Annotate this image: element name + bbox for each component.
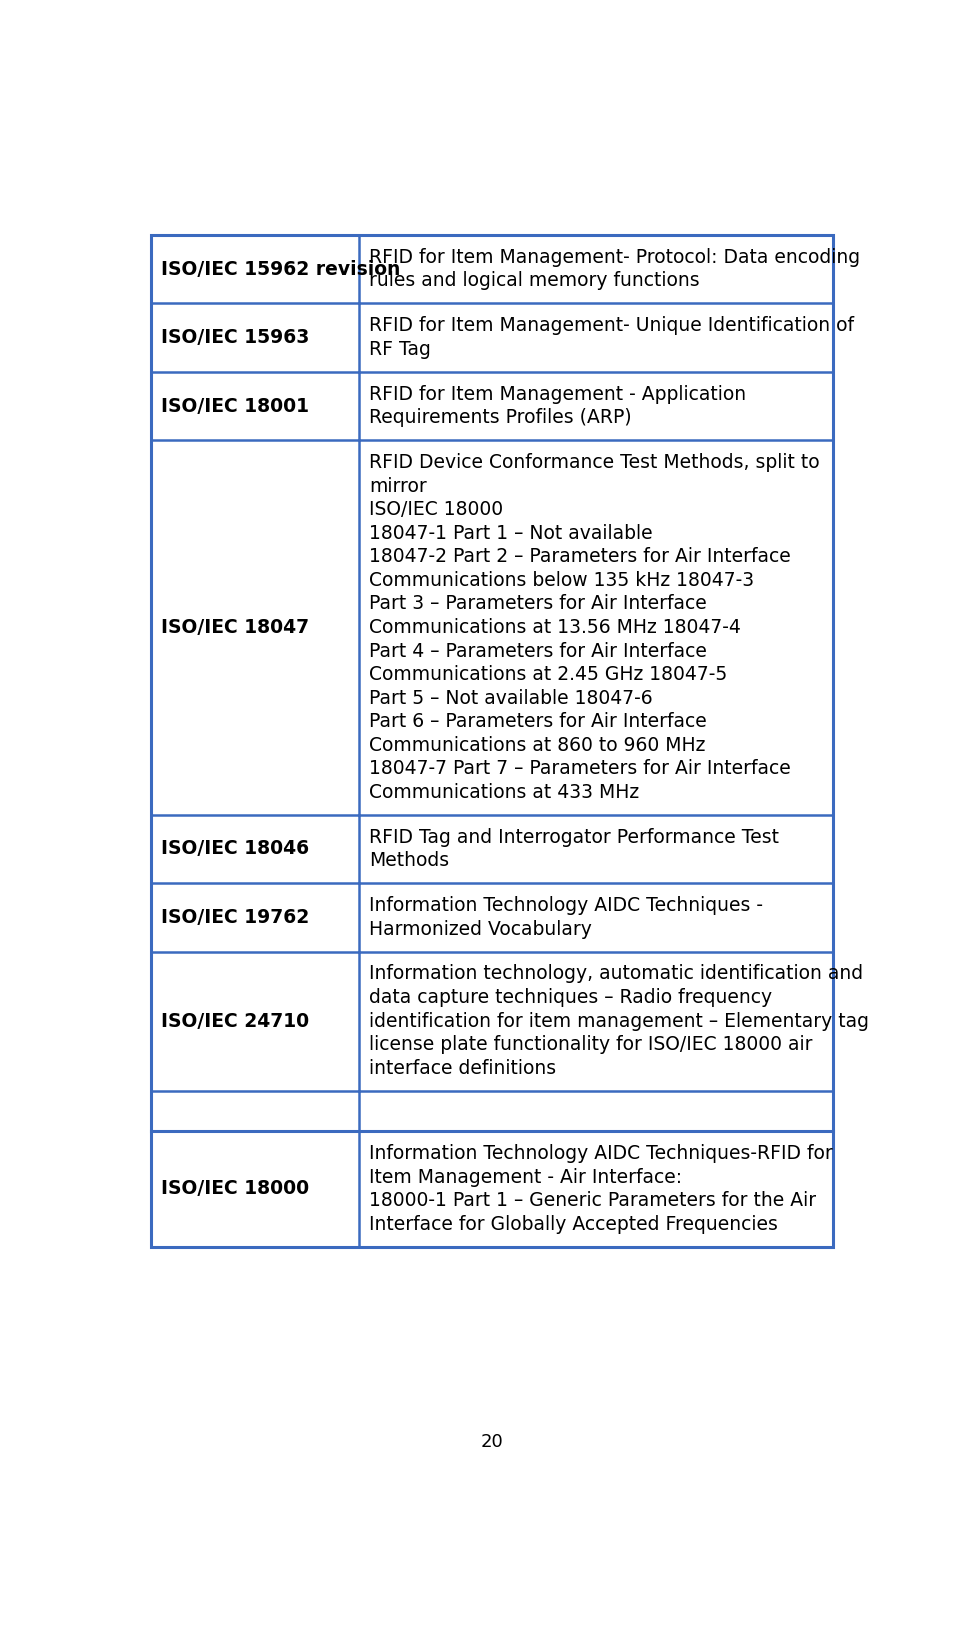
Text: RFID for Item Management- Unique Identification of: RFID for Item Management- Unique Identif… [369, 316, 854, 335]
Text: ISO/IEC 18047: ISO/IEC 18047 [161, 618, 309, 636]
Text: Interface for Globally Accepted Frequencies: Interface for Globally Accepted Frequenc… [369, 1215, 778, 1233]
Text: ISO/IEC 18046: ISO/IEC 18046 [161, 840, 309, 858]
Text: license plate functionality for ISO/IEC 18000 air: license plate functionality for ISO/IEC … [369, 1036, 812, 1054]
Text: ISO/IEC 18000: ISO/IEC 18000 [369, 500, 503, 520]
Text: 18000-1 Part 1 – Generic Parameters for the Air: 18000-1 Part 1 – Generic Parameters for … [369, 1192, 816, 1210]
Text: Communications at 13.56 MHz 18047-4: Communications at 13.56 MHz 18047-4 [369, 618, 741, 636]
Text: Part 6 – Parameters for Air Interface: Part 6 – Parameters for Air Interface [369, 712, 707, 732]
Text: 20: 20 [481, 1432, 503, 1450]
Text: Communications at 2.45 GHz 18047-5: Communications at 2.45 GHz 18047-5 [369, 666, 728, 684]
Text: ISO/IEC 18001: ISO/IEC 18001 [161, 396, 309, 416]
Text: Part 5 – Not available 18047-6: Part 5 – Not available 18047-6 [369, 689, 653, 707]
Text: data capture techniques – Radio frequency: data capture techniques – Radio frequenc… [369, 988, 772, 1008]
Text: 18047-1 Part 1 – Not available: 18047-1 Part 1 – Not available [369, 524, 653, 543]
Text: Harmonized Vocabulary: Harmonized Vocabulary [369, 919, 592, 939]
Bar [151, 235, 833, 1246]
Text: ISO/IEC 15963: ISO/IEC 15963 [161, 329, 309, 347]
Text: Communications at 860 to 960 MHz: Communications at 860 to 960 MHz [369, 735, 706, 755]
Text: ISO/IEC 19762: ISO/IEC 19762 [161, 907, 309, 927]
Text: mirror: mirror [369, 477, 427, 496]
Text: rules and logical memory functions: rules and logical memory functions [369, 271, 700, 291]
Text: Methods: Methods [369, 852, 449, 870]
Text: RF Tag: RF Tag [369, 340, 431, 358]
Text: 18047-7 Part 7 – Parameters for Air Interface: 18047-7 Part 7 – Parameters for Air Inte… [369, 760, 791, 778]
Text: RFID for Item Management- Protocol: Data encoding: RFID for Item Management- Protocol: Data… [369, 248, 860, 266]
Text: ISO/IEC 24710: ISO/IEC 24710 [161, 1011, 309, 1031]
Text: Communications below 135 kHz 18047-3: Communications below 135 kHz 18047-3 [369, 570, 755, 590]
Text: Communications at 433 MHz: Communications at 433 MHz [369, 783, 639, 802]
Text: Part 4 – Parameters for Air Interface: Part 4 – Parameters for Air Interface [369, 641, 707, 661]
Text: identification for item management – Elementary tag: identification for item management – Ele… [369, 1011, 869, 1031]
Text: ISO/IEC 18000: ISO/IEC 18000 [161, 1179, 309, 1198]
Text: 18047-2 Part 2 – Parameters for Air Interface: 18047-2 Part 2 – Parameters for Air Inte… [369, 547, 791, 567]
Text: RFID Device Conformance Test Methods, split to: RFID Device Conformance Test Methods, sp… [369, 454, 820, 472]
Text: interface definitions: interface definitions [369, 1059, 556, 1077]
Text: Information technology, automatic identification and: Information technology, automatic identi… [369, 965, 863, 983]
Text: Item Management - Air Interface:: Item Management - Air Interface: [369, 1167, 683, 1187]
Text: Information Technology AIDC Techniques -: Information Technology AIDC Techniques - [369, 896, 763, 916]
Text: RFID Tag and Interrogator Performance Test: RFID Tag and Interrogator Performance Te… [369, 827, 780, 847]
Text: ISO/IEC 15962 revision: ISO/IEC 15962 revision [161, 260, 400, 279]
Text: RFID for Item Management - Application: RFID for Item Management - Application [369, 385, 746, 404]
Text: Requirements Profiles (ARP): Requirements Profiles (ARP) [369, 408, 632, 427]
Text: Information Technology AIDC Techniques-RFID for: Information Technology AIDC Techniques-R… [369, 1144, 833, 1164]
Text: Part 3 – Parameters for Air Interface: Part 3 – Parameters for Air Interface [369, 595, 707, 613]
